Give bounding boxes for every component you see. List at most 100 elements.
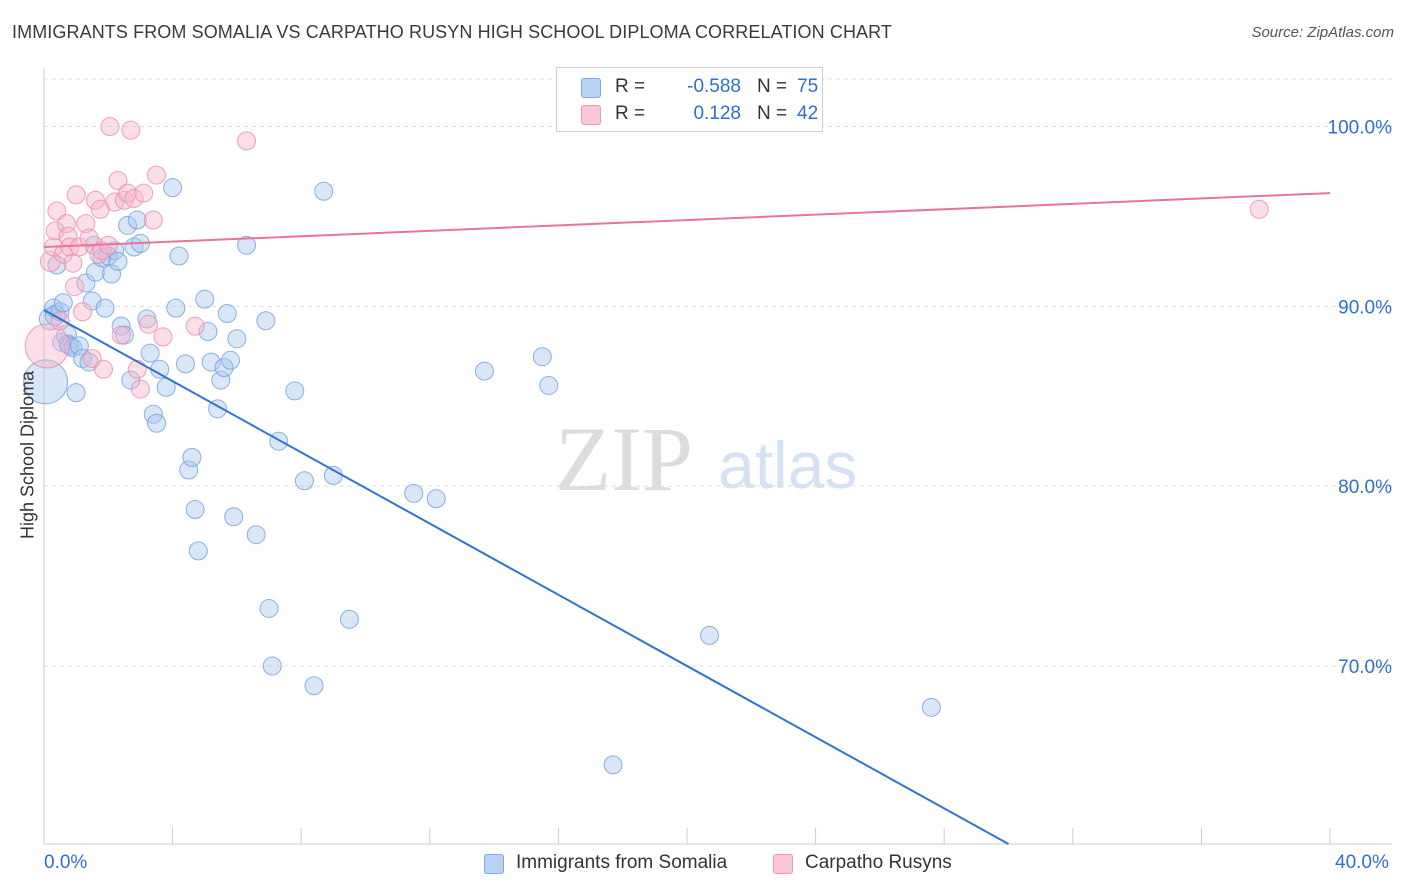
data-point — [60, 336, 80, 356]
data-point — [921, 697, 941, 717]
data-point — [65, 277, 85, 297]
data-point — [127, 359, 147, 379]
source-label: Source: ZipAtlas.com — [1251, 24, 1394, 41]
data-point — [140, 343, 160, 363]
data-point — [285, 381, 305, 401]
data-point — [169, 246, 189, 266]
watermark-zip: ZIP — [555, 408, 693, 510]
data-point — [45, 221, 65, 241]
data-point — [73, 302, 93, 322]
data-point — [85, 262, 105, 282]
data-point — [47, 201, 67, 221]
legend-r-label: R = — [615, 103, 646, 124]
data-point — [532, 347, 552, 367]
data-point — [179, 460, 199, 480]
data-point — [66, 383, 86, 403]
data-point — [603, 755, 623, 775]
bottom-legend-swatch-somalia — [484, 854, 504, 874]
data-point — [182, 447, 202, 467]
y-tick-label: 70.0% — [1338, 657, 1392, 678]
data-point — [63, 253, 83, 273]
data-point — [217, 304, 237, 324]
data-point — [539, 375, 559, 395]
data-point — [294, 471, 314, 491]
data-point — [143, 210, 163, 230]
data-point — [404, 483, 424, 503]
legend-r-value: 0.128 — [693, 103, 741, 124]
data-point — [108, 170, 128, 190]
data-point — [700, 625, 720, 645]
bottom-legend-label-somalia: Immigrants from Somalia — [516, 852, 728, 873]
data-point — [73, 348, 93, 368]
data-point — [256, 311, 276, 331]
bottom-legend-label-carpatho: Carpatho Rusyns — [805, 852, 952, 873]
data-point — [185, 500, 205, 520]
legend-n-value: 75 — [797, 76, 819, 97]
data-point — [220, 350, 240, 370]
y-tick-label: 100.0% — [1328, 118, 1393, 139]
data-point — [166, 298, 186, 318]
data-point — [237, 131, 257, 151]
data-point — [304, 676, 324, 696]
data-point — [269, 431, 289, 451]
legend-r-label: R = — [615, 76, 646, 97]
data-point — [66, 185, 86, 205]
data-point — [259, 598, 279, 618]
data-point — [24, 323, 70, 369]
data-point — [163, 178, 183, 198]
data-point — [188, 541, 208, 561]
data-point — [185, 316, 205, 336]
data-point — [474, 361, 494, 381]
data-point — [69, 336, 89, 356]
data-point — [237, 235, 257, 255]
data-point — [100, 117, 120, 137]
data-point — [227, 329, 247, 349]
data-point — [195, 289, 215, 309]
data-point — [1249, 199, 1269, 219]
legend-r-value: -0.588 — [687, 76, 741, 97]
data-point — [130, 379, 150, 399]
bottom-legend-carpatho[interactable]: Carpatho Rusyns — [773, 852, 973, 876]
bottom-legend-somalia[interactable]: Immigrants from Somalia — [484, 852, 754, 876]
data-point — [339, 609, 359, 629]
chart-title: IMMIGRANTS FROM SOMALIA VS CARPATHO RUSY… — [12, 22, 893, 42]
legend-n-label: N = — [757, 76, 788, 97]
bottom-legend-swatch-carpatho — [773, 854, 793, 874]
data-point — [39, 250, 61, 272]
trend-line-carpatho — [43, 192, 1331, 249]
data-point — [93, 359, 113, 379]
data-point — [134, 183, 154, 203]
legend-swatch-somalia — [581, 78, 601, 98]
data-point — [224, 507, 244, 527]
data-point — [23, 359, 69, 405]
data-point — [108, 251, 128, 271]
data-point — [118, 183, 138, 203]
data-point — [147, 413, 167, 433]
data-point — [211, 370, 231, 390]
data-point — [175, 354, 195, 374]
x-tick-label-left: 0.0% — [44, 852, 88, 873]
data-point — [153, 327, 173, 347]
data-point — [121, 120, 141, 140]
data-point — [85, 190, 105, 210]
trend-line-somalia — [43, 309, 1009, 845]
watermark-atlas: atlas — [718, 428, 857, 502]
y-tick-label: 90.0% — [1338, 297, 1392, 318]
legend-row-carpatho: R = 0.128 N = 42 — [581, 103, 821, 127]
data-point — [147, 165, 167, 185]
data-point — [118, 215, 138, 235]
y-tick-label: 80.0% — [1338, 477, 1392, 498]
y-tick-labels: 100.0% 90.0% 80.0% 70.0% — [1328, 118, 1393, 678]
data-point — [53, 293, 73, 313]
data-point — [47, 255, 67, 275]
data-point — [76, 214, 96, 234]
data-point — [98, 246, 118, 266]
data-point — [150, 359, 170, 379]
data-point — [201, 352, 221, 372]
data-point — [79, 228, 99, 248]
data-point — [246, 525, 266, 545]
stats-legend: R = -0.588 N = 75 R = 0.128 N = 42 — [556, 67, 823, 132]
data-point — [76, 273, 96, 293]
data-point — [127, 210, 147, 230]
